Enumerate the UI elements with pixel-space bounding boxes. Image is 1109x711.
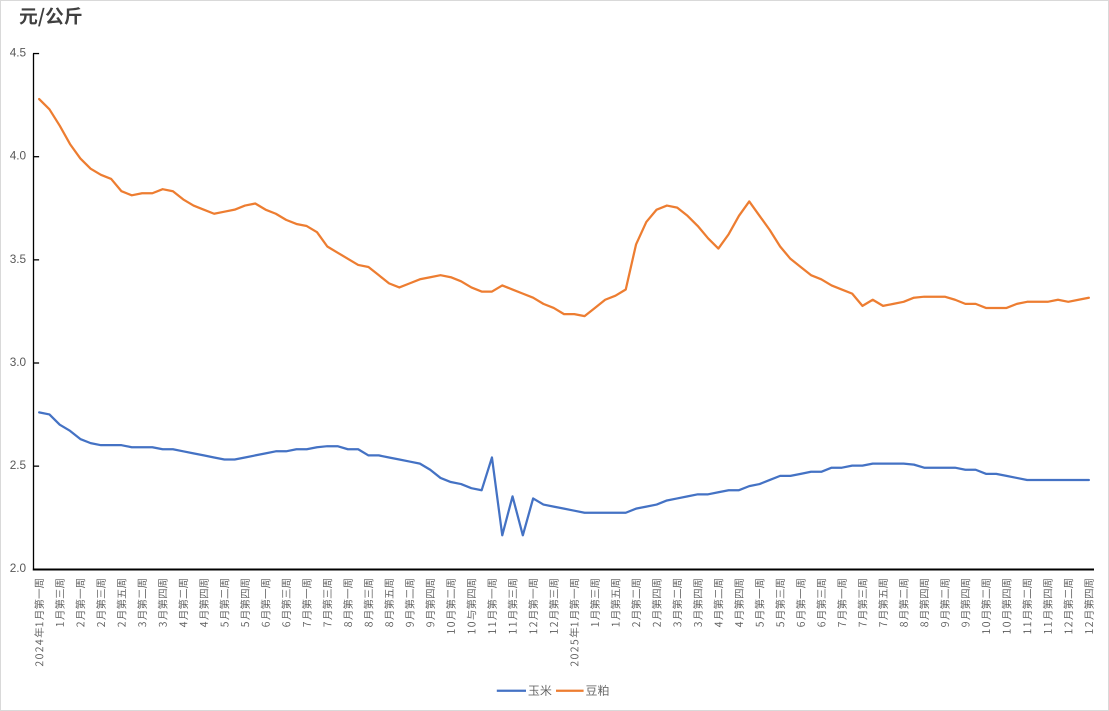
- svg-text:2.5: 2.5: [10, 458, 27, 472]
- svg-text:3.5: 3.5: [10, 252, 27, 266]
- svg-text:2.0: 2.0: [10, 561, 27, 575]
- svg-text:4.0: 4.0: [10, 149, 27, 163]
- svg-text:3.0: 3.0: [10, 355, 27, 369]
- svg-text:4.5: 4.5: [10, 45, 27, 59]
